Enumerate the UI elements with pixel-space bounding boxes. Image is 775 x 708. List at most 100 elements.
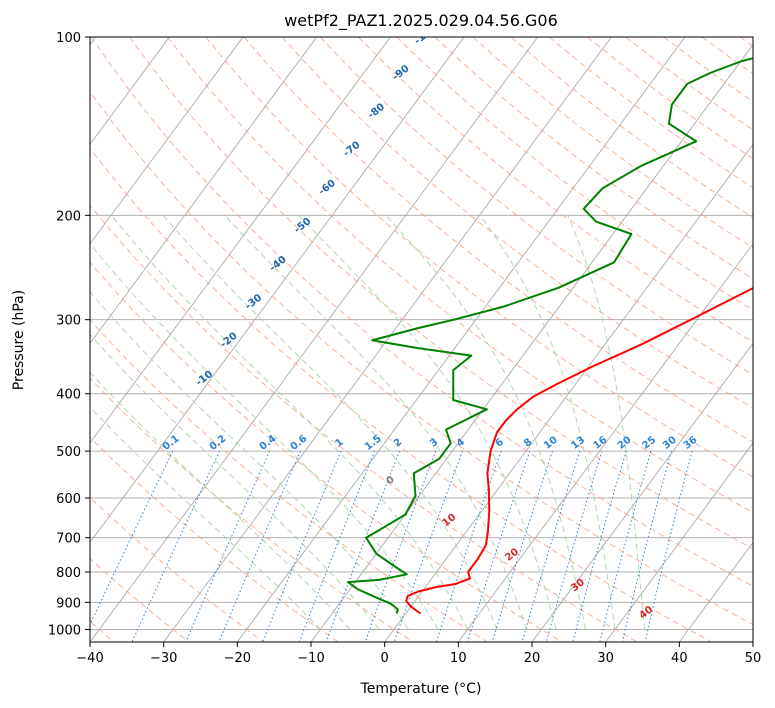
mixing-ratio-line (467, 450, 531, 642)
isotherm-line (384, 143, 753, 642)
mixing-ratio-label: 0.1 (161, 433, 182, 453)
adiabat-label: -50 (292, 216, 313, 236)
moist-adiabat-line (385, 214, 586, 630)
mixing-ratio-line (364, 450, 437, 642)
y-tick-label: 1000 (48, 623, 81, 638)
isotherm-line (236, 37, 686, 642)
moist-adiabat-line (298, 214, 557, 630)
mixing-ratio-line (435, 450, 502, 642)
mixing-ratio-label: 8 (522, 437, 534, 450)
mixing-ratio-line (521, 450, 581, 642)
isobar-grid (90, 37, 753, 630)
plot-area: 0.1 0.2 0.4 0.6 1 1.5 2 3 4 6 8 10 13 16 20 25 30 36-100-… (90, 37, 753, 642)
mixing-ratio-label: 25 (640, 434, 658, 451)
y-axis-label: Pressure (hPa) (11, 290, 27, 390)
adiabat-label: 40 (637, 604, 655, 621)
dry-adiabat-line (90, 204, 638, 642)
x-tick-label: −40 (76, 651, 103, 666)
moist-adiabats (90, 214, 645, 630)
mixing-ratio-line (218, 450, 301, 642)
isotherm-line (90, 37, 539, 642)
mixing-ratio-label: 10 (542, 434, 560, 451)
dry-adiabat-line (281, 37, 753, 409)
isotherm-line (90, 37, 465, 544)
y-tick-label: 400 (56, 388, 81, 403)
dry-adiabat-line (510, 37, 753, 219)
mixing-ratio-label: 30 (661, 434, 679, 451)
mixing-ratio-line (262, 450, 342, 642)
dry-adiabat-line (205, 37, 753, 478)
adiabat-label: -80 (366, 101, 387, 121)
y-tick-label: 200 (56, 209, 81, 224)
mixing-ratio-line (90, 450, 174, 626)
y-tick-label: 700 (56, 532, 81, 547)
dry-adiabat-line (90, 261, 563, 642)
dry-adiabat-line (90, 558, 190, 642)
dry-adiabat-line (90, 319, 488, 642)
mixing-ratio-label: 1.5 (363, 433, 384, 453)
isotherm-line (531, 342, 753, 642)
y-tick-label: 100 (56, 31, 81, 46)
isotherm-line (678, 541, 753, 642)
y-tick-label: 500 (56, 445, 81, 460)
adiabat-label: -70 (341, 140, 362, 160)
dry-adiabat-line (548, 37, 753, 189)
moist-adiabat-line (111, 214, 469, 630)
isotherm-line (605, 442, 753, 642)
mixing-ratio-label: 4 (455, 437, 467, 450)
x-axis-ticks: −40 −30 −20 −10 0 10 20 30 40 50 (76, 642, 761, 666)
dry-adiabat-line (90, 147, 712, 642)
x-tick-label: 20 (524, 651, 541, 666)
temperature-profile-line (405, 286, 753, 615)
isotherm-line (90, 37, 391, 444)
mixing-ratio-line (572, 450, 627, 642)
dry-adiabat-line (739, 37, 753, 47)
x-tick-label: 30 (597, 651, 614, 666)
x-tick-label: −10 (297, 651, 324, 666)
adiabat-label: -40 (268, 254, 289, 274)
mixing-ratio-line (393, 450, 463, 642)
dry-adiabat-line (358, 37, 753, 343)
x-tick-label: 50 (745, 651, 762, 666)
y-tick-label: 600 (56, 492, 81, 507)
y-tick-label: 300 (56, 314, 81, 329)
y-tick-label: 900 (56, 596, 81, 611)
moist-adiabat-line (479, 215, 616, 630)
x-tick-label: −30 (150, 651, 177, 666)
dry-adiabat-line (90, 496, 264, 642)
adiabat-label: -10 (194, 369, 215, 389)
mixing-ratio-line (599, 450, 652, 642)
dry-adiabat-line (90, 90, 753, 626)
mixing-ratio-label: 16 (592, 434, 610, 451)
mixing-ratio-label: 20 (616, 434, 634, 451)
y-axis-ticks: 100 200 300 400 500 600 700 800 900 1000 (48, 31, 90, 638)
x-tick-label: 10 (450, 651, 467, 666)
moist-adiabat-line (162, 214, 498, 630)
mixing-ratio-label: 0.2 (208, 433, 229, 453)
dry-adiabat-line (663, 37, 753, 103)
moist-adiabat-line (567, 215, 645, 630)
moist-adiabat-line (224, 214, 528, 630)
isotherm-line (90, 37, 244, 245)
dry-adiabat-line (90, 37, 753, 587)
mixing-ratio-label: 36 (682, 434, 700, 451)
dry-adiabat-line (701, 37, 753, 75)
x-axis-label: Temperature (°C) (360, 681, 482, 697)
mixing-ratio-line (491, 450, 553, 642)
adiabat-label: -30 (243, 292, 264, 312)
x-tick-label: −20 (224, 651, 251, 666)
dry-adiabat-line (129, 37, 753, 550)
mixing-ratio-label: 13 (569, 434, 587, 451)
mixing-ratio-line (545, 450, 603, 642)
y-tick-label: 800 (56, 566, 81, 581)
dry-adiabats (90, 37, 753, 642)
moist-adiabat-line (90, 406, 321, 630)
isotherm-line (90, 37, 170, 145)
adiabat-label: 10 (441, 512, 459, 529)
adiabat-label: -20 (219, 331, 240, 351)
mixing-ratio-line (644, 450, 693, 642)
isotherm-line (90, 37, 318, 345)
isotherm-line (457, 243, 753, 642)
isotherm-line (752, 641, 753, 642)
